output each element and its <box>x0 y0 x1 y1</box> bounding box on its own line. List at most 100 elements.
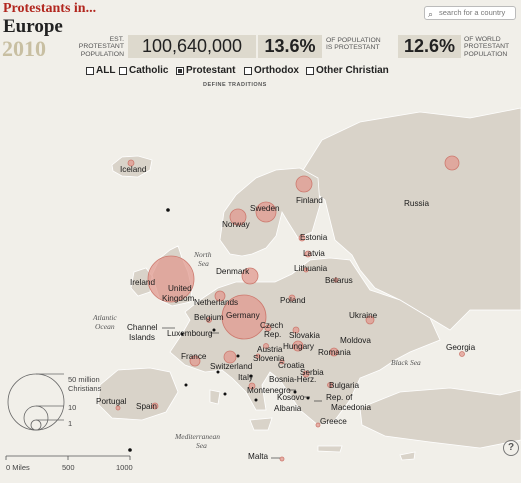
label-slovenia[interactable]: Slovenia <box>253 354 285 363</box>
filter-protestant[interactable]: Protestant <box>176 65 235 76</box>
label-czech[interactable]: Czech <box>260 321 284 330</box>
label-channel[interactable]: Channel <box>127 323 158 332</box>
label-kosovo[interactable]: Kosovo <box>277 393 305 402</box>
label-serbia[interactable]: Serbia <box>300 368 324 377</box>
label-austria[interactable]: Austria <box>257 345 283 354</box>
label-georgia[interactable]: Georgia <box>446 343 476 352</box>
iceland-shape <box>111 155 153 178</box>
label-germany[interactable]: Germany <box>226 311 261 320</box>
bubble-estonia <box>298 234 306 242</box>
bubble-iceland <box>127 159 135 167</box>
label-finland[interactable]: Finland <box>296 196 323 205</box>
label-united[interactable]: United <box>168 284 192 293</box>
percent-population-label: OF POPULATION IS PROTESTANT <box>326 37 392 52</box>
filter-all[interactable]: ALL <box>86 65 115 76</box>
label-bulgaria[interactable]: Bulgaria <box>329 381 359 390</box>
help-icon[interactable]: ? <box>503 440 519 456</box>
label-atlantic: Atlantic <box>92 313 117 322</box>
year-label[interactable]: 2010 <box>2 36 46 61</box>
percent-world-value: 12.6% <box>398 35 461 58</box>
label-czech-rep[interactable]: Rep. <box>264 330 281 339</box>
label-romania[interactable]: Romania <box>318 348 351 357</box>
label-spain[interactable]: Spain <box>136 402 157 411</box>
label-malta[interactable]: Malta <box>248 452 268 461</box>
bubble-uk <box>147 255 195 303</box>
filter-orthodox[interactable]: Orthodox <box>244 65 299 76</box>
label-ukraine[interactable]: Ukraine <box>349 311 378 320</box>
bubble-norway <box>229 208 247 226</box>
percent-population-label-line: OF POPULATION <box>326 37 381 44</box>
label-belarus[interactable]: Belarus <box>325 276 353 285</box>
checkbox[interactable] <box>244 66 252 75</box>
label-islands[interactable]: Islands <box>129 333 155 342</box>
dot-andorra <box>184 383 188 387</box>
bubble-austria <box>263 343 269 349</box>
filter-label: ALL <box>96 65 116 76</box>
label-luxembourg[interactable]: Luxembourg <box>167 329 213 338</box>
label-iceland[interactable]: Iceland <box>120 165 147 174</box>
search-icon: ⌕ <box>428 9 434 19</box>
label-estonia[interactable]: Estonia <box>300 233 328 242</box>
label-lithuania[interactable]: Lithuania <box>294 264 328 273</box>
label-kingdom[interactable]: Kingdom <box>162 294 194 303</box>
label-france[interactable]: France <box>181 352 207 361</box>
checkbox-checked[interactable] <box>176 66 184 75</box>
filter-label: Catholic <box>129 65 169 76</box>
sardinia-shape <box>209 389 221 405</box>
dot-sanmarino <box>249 374 253 378</box>
filter-label: Protestant <box>186 65 236 76</box>
ireland-shape <box>130 267 153 297</box>
label-russia[interactable]: Russia <box>404 199 429 208</box>
label-portugal[interactable]: Portugal <box>96 397 127 406</box>
header: Protestants in... Europe 2010 ⌕ search f… <box>0 0 521 88</box>
label-hungary[interactable]: Hungary <box>283 342 315 351</box>
percent-world-label-line: OF WORLD <box>464 36 501 43</box>
label-norway[interactable]: Norway <box>222 220 251 229</box>
define-traditions-link[interactable]: DEFINE TRADITIONS <box>203 82 267 88</box>
label-croatia[interactable]: Croatia <box>278 361 305 370</box>
label-north: North <box>193 250 212 259</box>
dot-channel-islands <box>180 332 184 336</box>
bubble-czech <box>264 324 272 332</box>
bubbles <box>115 155 465 462</box>
filter-catholic[interactable]: Catholic <box>119 65 168 76</box>
label-slovakia[interactable]: Slovakia <box>289 331 320 340</box>
label-netherlands[interactable]: Netherlands <box>194 298 238 307</box>
bubble-croatia <box>279 359 285 365</box>
label-moldova[interactable]: Moldova <box>340 336 371 345</box>
bubble-spain <box>151 402 159 410</box>
bubble-georgia <box>459 351 465 357</box>
checkbox[interactable] <box>119 66 127 75</box>
label-bosnia[interactable]: Bosnia-Herz. <box>269 375 316 384</box>
label-sweden[interactable]: Sweden <box>250 204 280 213</box>
label-denmark[interactable]: Denmark <box>216 267 250 276</box>
label-poland[interactable]: Poland <box>280 296 306 305</box>
scale-500: 500 <box>62 463 75 472</box>
checkbox[interactable] <box>306 66 314 75</box>
legend-10: 10 <box>68 403 76 412</box>
population-label: EST. PROTESTANT POPULATION <box>78 36 124 58</box>
crete-shape <box>317 445 343 453</box>
label-italy[interactable]: Italy <box>238 373 254 382</box>
bubble-malta <box>279 456 285 462</box>
search-input[interactable]: ⌕ search for a country <box>424 6 516 20</box>
europe-map: Iceland Norway Sweden Finland Russia Est… <box>0 90 521 483</box>
label-latvia[interactable]: Latvia <box>303 249 325 258</box>
label-belgium[interactable]: Belgium <box>194 313 224 322</box>
population-value: 100,640,000 <box>128 35 256 58</box>
sea-labels: North Sea Atlantic Ocean Black Sea Medit… <box>92 250 421 450</box>
bubble-slovenia <box>255 353 261 359</box>
checkbox[interactable] <box>86 66 94 75</box>
label-montenegro[interactable]: Montenegro <box>247 386 291 395</box>
bubble-bulgaria <box>327 382 333 388</box>
filter-other-christian[interactable]: Other Christian <box>306 65 389 76</box>
dot-liechtenstein <box>236 354 240 358</box>
label-rep-of[interactable]: Rep. of <box>326 393 353 402</box>
label-ireland[interactable]: Ireland <box>130 278 155 287</box>
label-greece[interactable]: Greece <box>320 417 347 426</box>
label-albania[interactable]: Albania <box>274 404 302 413</box>
tradition-filters: ALL Catholic Protestant Orthodox Other C… <box>86 65 406 79</box>
label-switzerland[interactable]: Switzerland <box>210 362 253 371</box>
size-legend <box>7 373 65 431</box>
label-macedonia[interactable]: Macedonia <box>331 403 372 412</box>
